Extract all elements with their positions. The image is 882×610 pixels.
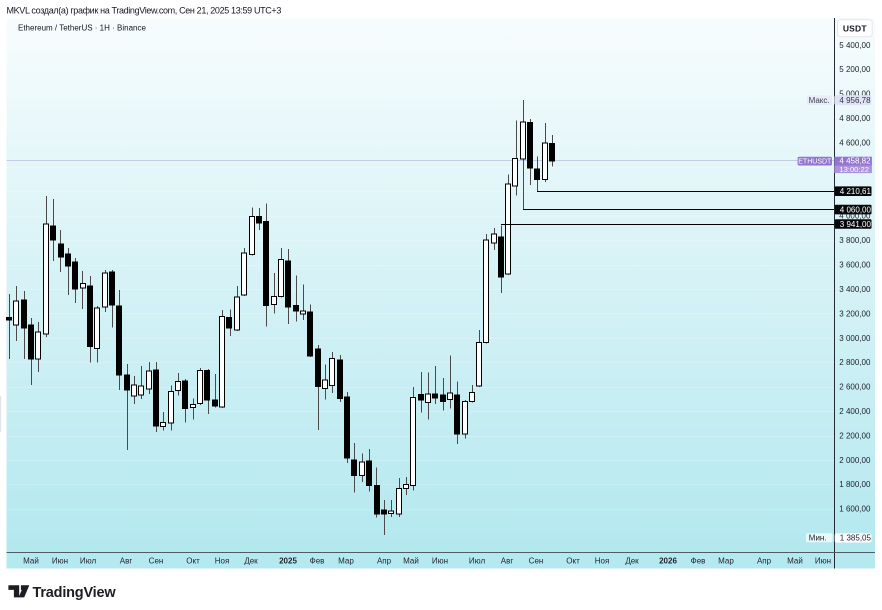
svg-text:Сен: Сен xyxy=(149,556,164,565)
svg-text:Сен: Сен xyxy=(529,556,544,565)
svg-text:Дек: Дек xyxy=(244,556,258,565)
svg-text:Окт: Окт xyxy=(566,556,580,565)
svg-text:Май: Май xyxy=(787,556,803,565)
svg-text:Дек: Дек xyxy=(625,556,639,565)
svg-text:2 400,00: 2 400,00 xyxy=(839,407,871,416)
svg-text:USDT: USDT xyxy=(843,24,868,34)
svg-text:3 800,00: 3 800,00 xyxy=(839,236,871,245)
svg-text:4 800,00: 4 800,00 xyxy=(839,114,871,123)
svg-text:5 000,00: 5 000,00 xyxy=(839,90,871,99)
svg-text:4 458,82: 4 458,82 xyxy=(839,157,871,166)
svg-text:Мар: Мар xyxy=(338,556,354,565)
svg-text:Июл: Июл xyxy=(80,556,97,565)
svg-text:5 200,00: 5 200,00 xyxy=(839,65,871,74)
svg-text:3 600,00: 3 600,00 xyxy=(839,261,871,270)
svg-text:13:00:22: 13:00:22 xyxy=(839,165,869,174)
svg-text:2026: 2026 xyxy=(659,556,677,565)
svg-text:Ethereum / TetherUS · 1H · Bin: Ethereum / TetherUS · 1H · Binance xyxy=(18,23,146,32)
svg-text:4 060,00: 4 060,00 xyxy=(840,206,872,215)
svg-text:1 600,00: 1 600,00 xyxy=(839,505,871,514)
svg-text:Фев: Фев xyxy=(310,556,325,565)
svg-text:Май: Май xyxy=(23,556,39,565)
svg-text:Май: Май xyxy=(403,556,419,565)
svg-text:1 385,05: 1 385,05 xyxy=(840,534,872,543)
svg-text:3 400,00: 3 400,00 xyxy=(839,285,871,294)
svg-text:Макс.: Макс. xyxy=(809,96,830,105)
svg-text:Июн: Июн xyxy=(52,556,68,565)
svg-text:4 000,00: 4 000,00 xyxy=(839,212,871,221)
svg-text:4 210,61: 4 210,61 xyxy=(840,187,872,196)
svg-text:1 800,00: 1 800,00 xyxy=(839,480,871,489)
svg-text:Апр: Апр xyxy=(377,556,392,565)
svg-text:Апр: Апр xyxy=(757,556,772,565)
svg-text:Ноя: Ноя xyxy=(595,556,610,565)
svg-text:TradingView: TradingView xyxy=(33,585,117,601)
svg-text:4 956,78: 4 956,78 xyxy=(839,96,871,105)
svg-text:Июн: Июн xyxy=(815,556,831,565)
svg-text:Фев: Фев xyxy=(691,556,706,565)
svg-text:Авг: Авг xyxy=(120,556,133,565)
svg-text:Июл: Июл xyxy=(469,556,486,565)
svg-text:3 200,00: 3 200,00 xyxy=(839,309,871,318)
svg-text:3 000,00: 3 000,00 xyxy=(839,334,871,343)
svg-text:Авг: Авг xyxy=(501,556,514,565)
svg-text:2 600,00: 2 600,00 xyxy=(839,383,871,392)
svg-text:Мин.: Мин. xyxy=(809,534,827,543)
svg-text:ETHUSDT: ETHUSDT xyxy=(798,159,832,166)
svg-text:3 941,00: 3 941,00 xyxy=(840,220,872,229)
svg-text:5 400,00: 5 400,00 xyxy=(839,41,871,50)
svg-text:2 200,00: 2 200,00 xyxy=(839,431,871,440)
svg-text:2025: 2025 xyxy=(279,556,297,565)
svg-text:2 800,00: 2 800,00 xyxy=(839,358,871,367)
svg-text:Ноя: Ноя xyxy=(215,556,230,565)
svg-text:Окт: Окт xyxy=(186,556,200,565)
svg-text:2 000,00: 2 000,00 xyxy=(839,456,871,465)
svg-text:Мар: Мар xyxy=(718,556,734,565)
svg-text:MKVL создал(а) график на Tradi: MKVL создал(а) график на TradingView.com… xyxy=(7,6,282,16)
svg-text:Июн: Июн xyxy=(432,556,448,565)
svg-text:4 600,00: 4 600,00 xyxy=(839,139,871,148)
